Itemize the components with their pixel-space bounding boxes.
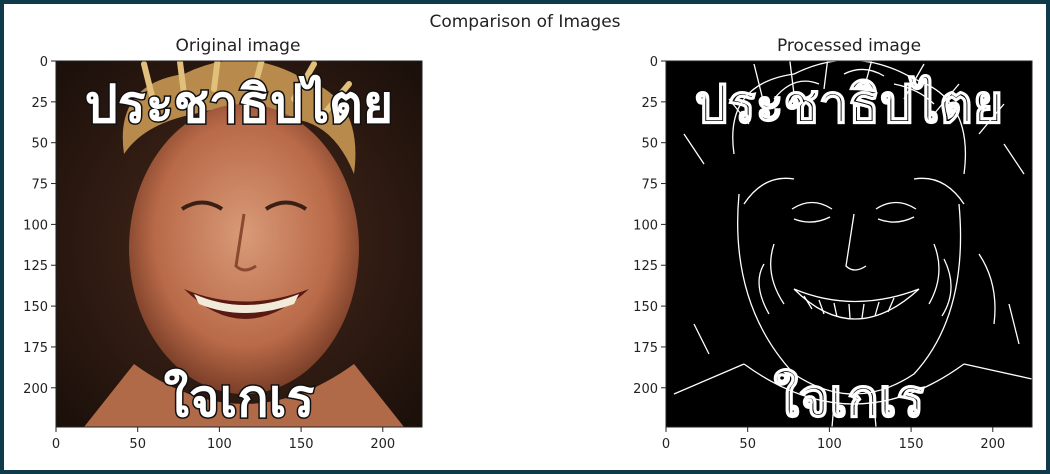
original-ytick-label: 50 <box>31 137 48 152</box>
processed-ytick-label: 200 <box>633 382 658 397</box>
figure: Comparison of Images Original image <box>4 4 1046 470</box>
figure-title: Comparison of Images <box>429 12 620 32</box>
processed-ytick-label: 75 <box>641 178 658 193</box>
original-xtick-label: 150 <box>289 437 314 452</box>
original-xtick-label: 0 <box>52 437 60 452</box>
original-image-title: Original image <box>176 36 301 56</box>
original-xtick-label: 200 <box>370 437 395 452</box>
processed-ytick-label: 25 <box>641 96 658 111</box>
processed-ytick-label: 175 <box>633 341 658 356</box>
processed-ytick-label: 0 <box>650 55 658 70</box>
original-ytick-label: 125 <box>23 259 48 274</box>
processed-xtick-label: 150 <box>899 437 924 452</box>
original-ytick-label: 200 <box>23 382 48 397</box>
original-ytick-label: 0 <box>40 55 48 70</box>
original-ytick-label: 100 <box>23 218 48 233</box>
processed-top-caption: ประชาธิปไตย <box>695 74 1004 135</box>
processed-ytick-label: 150 <box>633 300 658 315</box>
processed-ytick-label: 50 <box>641 137 658 152</box>
processed-image-title: Processed image <box>777 36 921 56</box>
original-bottom-caption: ใจเกเร <box>164 368 315 429</box>
original-xtick-label: 100 <box>207 437 232 452</box>
processed-xtick-label: 100 <box>817 437 842 452</box>
original-ytick-label: 150 <box>23 300 48 315</box>
processed-image-panel: Processed image <box>633 36 1033 452</box>
processed-xtick-label: 50 <box>739 437 756 452</box>
processed-axes-ticks: 0 50 100 150 200 0 25 50 75 100 125 150 175 200 <box>633 55 1005 452</box>
processed-xtick-label: 200 <box>980 437 1005 452</box>
original-ytick-label: 75 <box>31 178 48 193</box>
original-axes-frame <box>55 60 423 428</box>
original-axes-ticks: 0 50 100 150 200 0 25 50 75 100 125 150 175 200 <box>23 55 395 452</box>
processed-xtick-label: 0 <box>662 437 670 452</box>
original-ytick-label: 175 <box>23 341 48 356</box>
processed-image: ประชาธิปไตย ใจเกเร <box>666 61 1032 429</box>
original-ytick-label: 25 <box>31 96 48 111</box>
original-image: ประชาธิปไตย ใจเกเร <box>56 61 422 429</box>
processed-ytick-label: 125 <box>633 259 658 274</box>
processed-axes-frame <box>665 60 1033 428</box>
original-top-caption: ประชาธิปไตย <box>85 74 394 135</box>
original-xtick-label: 50 <box>129 437 146 452</box>
figure-canvas: Comparison of Images Original image <box>23 12 1033 452</box>
processed-bottom-caption: ใจเกเร <box>774 368 925 429</box>
processed-ytick-label: 100 <box>633 218 658 233</box>
original-image-panel: Original image <box>23 36 423 452</box>
